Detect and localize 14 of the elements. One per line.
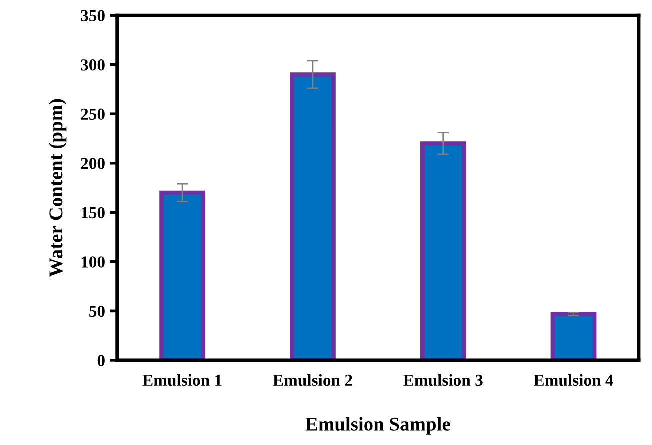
y-tick-label: 0 — [98, 355, 105, 366]
y-tick-label: 100 — [82, 256, 105, 268]
x-tick-label: Emulsion 2 — [273, 374, 352, 386]
y-tick-label: 150 — [82, 207, 105, 219]
x-axis-title: Emulsion Sample — [306, 417, 450, 435]
y-tick-label: 300 — [81, 60, 105, 71]
y-tick-label: 50 — [90, 306, 105, 318]
y-tick-label: 200 — [81, 158, 105, 170]
y-tick-label: 350 — [81, 10, 105, 22]
x-tick-label: Emulsion 3 — [404, 374, 483, 386]
y-tick-label: 250 — [81, 108, 105, 120]
y-axis-title: Water Content (ppm) — [49, 99, 67, 278]
x-tick-label: Emulsion 4 — [534, 374, 614, 386]
x-tick-label: Emulsion 1 — [142, 374, 222, 386]
